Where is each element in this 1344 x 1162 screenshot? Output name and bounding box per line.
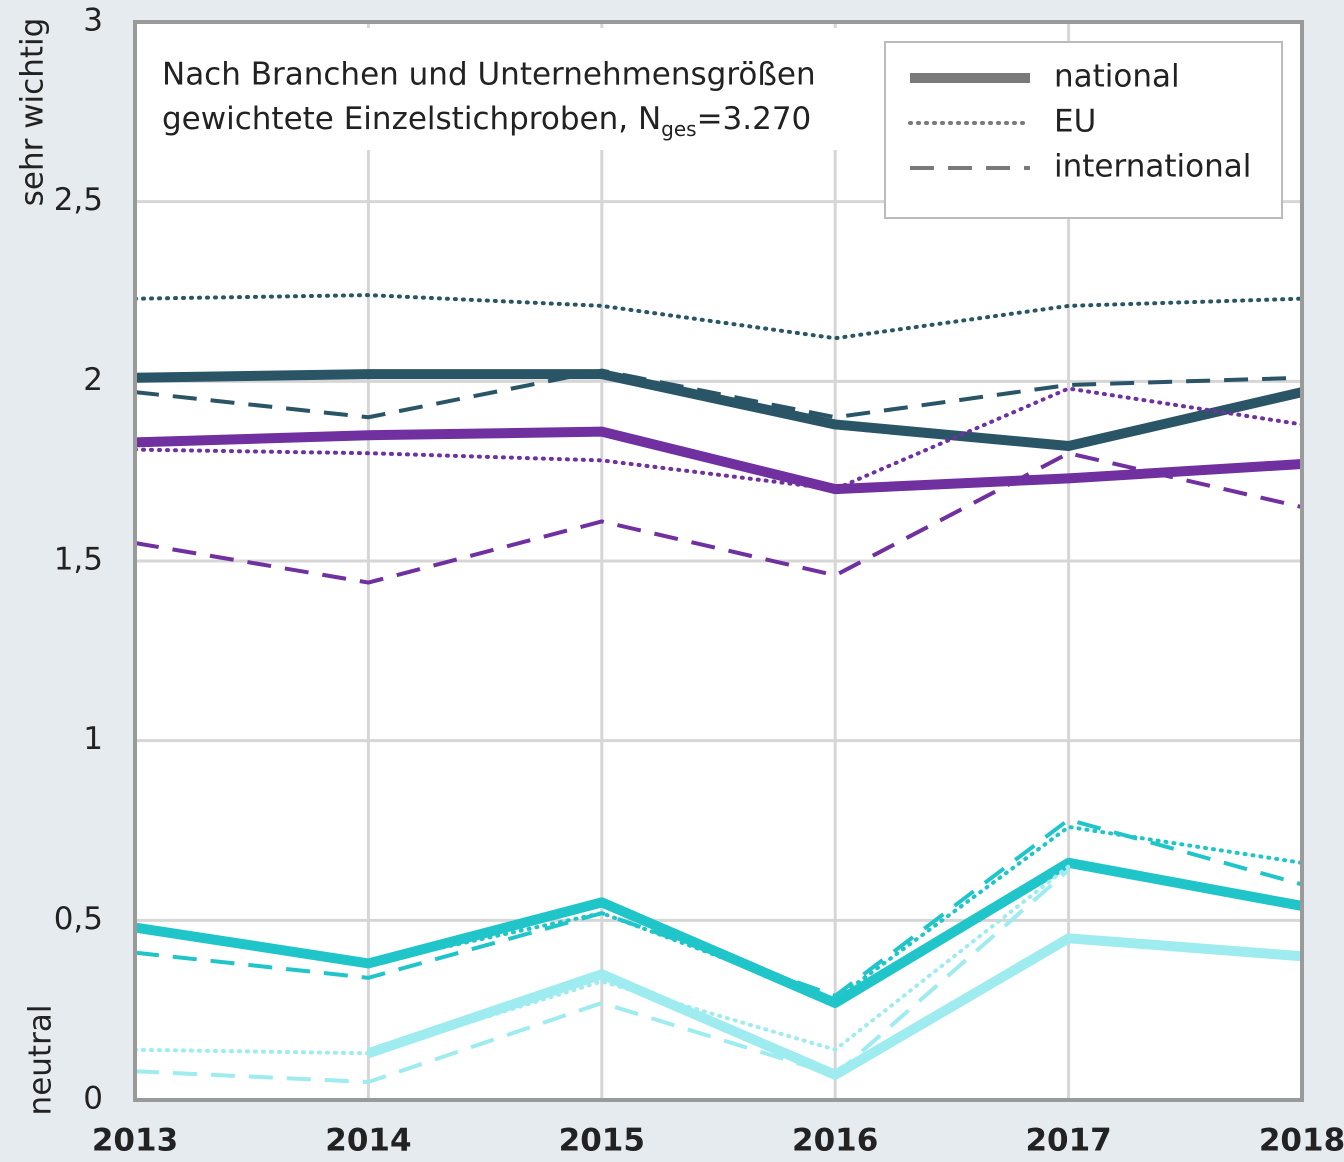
- legend-label: EU: [1054, 104, 1096, 140]
- legend-label: national: [1054, 59, 1180, 95]
- series-line: [134, 868, 1070, 1085]
- legend-label: international: [1054, 149, 1251, 185]
- annotation-text: gewichtete Einzelstichproben, N: [162, 101, 661, 137]
- legend: national EU international: [908, 59, 1251, 185]
- y-tick-label: 0: [83, 1081, 103, 1117]
- series-line: [133, 386, 1304, 492]
- annotation-line: Nach Branchen und Unternehmensgrößen: [162, 57, 816, 93]
- annotation-text: =3.270: [697, 101, 812, 137]
- y-tick-label: 1: [83, 721, 103, 757]
- series-line: [134, 426, 1303, 495]
- x-tick-label: 2015: [559, 1123, 645, 1159]
- y-tick-label: 1,5: [54, 542, 103, 578]
- y-top-label: sehr wichtig: [15, 18, 51, 207]
- series-line: [134, 369, 1304, 452]
- plot-border: [133, 20, 1304, 1102]
- series-line: [133, 293, 1304, 341]
- series-line: [134, 368, 1303, 420]
- y-tick-label: 2,5: [54, 182, 103, 218]
- x-tick-label: 2016: [792, 1123, 878, 1159]
- x-tick-label: 2014: [325, 1123, 411, 1159]
- x-tick-label: 2013: [92, 1123, 178, 1159]
- series-line: [134, 451, 1303, 585]
- legend-box: [884, 41, 1283, 219]
- y-bottom-label: neutral: [23, 1005, 59, 1116]
- y-tick-label: 2: [83, 362, 103, 398]
- series-line: [134, 817, 1303, 998]
- x-tick-label: 2018: [1259, 1123, 1344, 1159]
- annotation-subscript: ges: [661, 117, 696, 141]
- y-tick-label: 0,5: [54, 901, 103, 937]
- lines: [133, 293, 1304, 1085]
- x-tick-label: 2017: [1025, 1123, 1111, 1159]
- annotation-line: gewichtete Einzelstichproben, Nges=3.270: [162, 101, 811, 141]
- series-line: [133, 824, 1304, 1002]
- annotation-box: [142, 28, 880, 150]
- series-line: [134, 857, 1303, 1008]
- y-tick-label: 3: [83, 3, 103, 39]
